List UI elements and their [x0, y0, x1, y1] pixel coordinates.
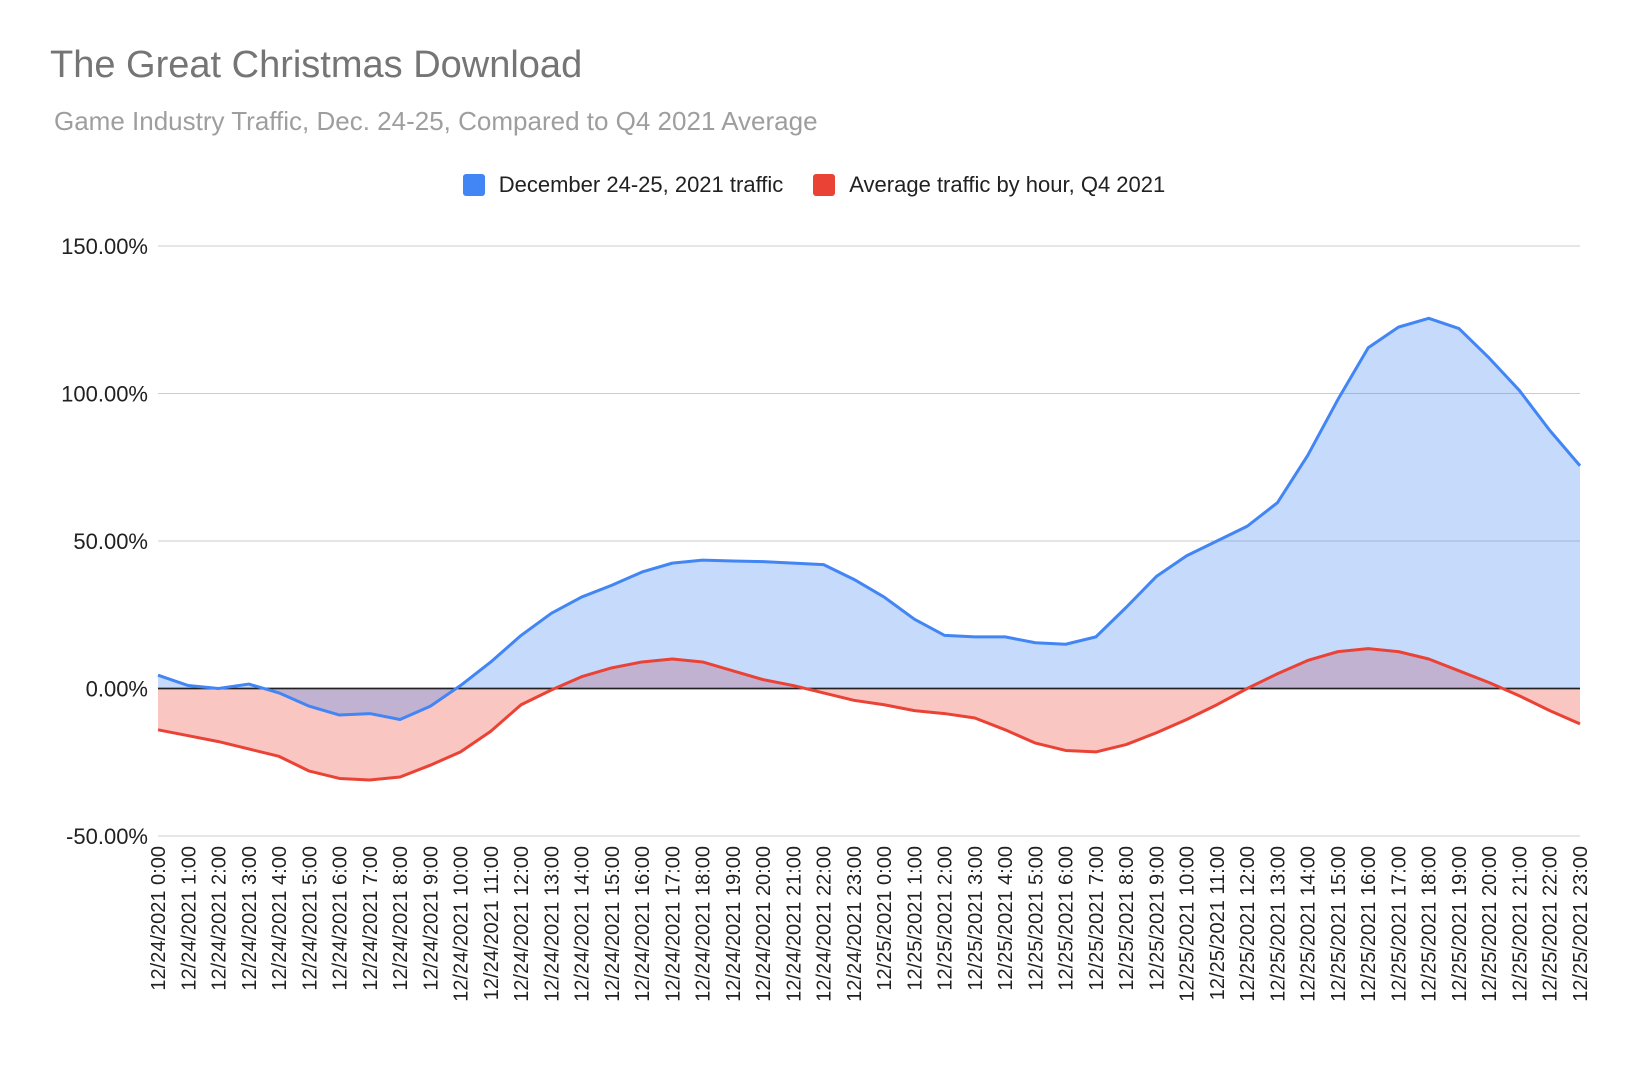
x-tick-label: 12/24/2021 6:00	[330, 846, 352, 991]
x-tick-label: 12/25/2021 11:00	[1207, 846, 1229, 1000]
x-tick-label: 12/25/2021 3:00	[965, 846, 987, 991]
line-series-1	[157, 316, 1582, 721]
x-tick-label: 12/24/2021 9:00	[420, 846, 442, 991]
x-tick-label: 12/24/2021 22:00	[814, 846, 836, 1002]
y-tick-label: 50.00%	[73, 529, 148, 554]
legend-swatch-series-1	[462, 174, 485, 196]
x-tick-label: 12/25/2021 0:00	[874, 846, 896, 991]
x-tick-label: 12/24/2021 13:00	[541, 846, 563, 1002]
x-tick-label: 12/25/2021 2:00	[935, 846, 957, 991]
y-tick-label: -50.00%	[66, 824, 148, 849]
area-series-1	[158, 318, 1580, 720]
legend-label-series-1: December 24-25, 2021 traffic	[498, 172, 784, 197]
x-tick-label: 12/24/2021 20:00	[753, 846, 775, 1002]
x-tick-label: 12/24/2021 8:00	[390, 846, 412, 991]
line-series-2	[157, 647, 1581, 782]
area-series-2	[158, 648, 1580, 780]
x-tick-label: 12/25/2021 15:00	[1328, 846, 1350, 1002]
x-tick-label: 12/24/2021 12:00	[511, 846, 533, 1002]
x-tick-label: 12/25/2021 23:00	[1570, 846, 1592, 1002]
x-tick-label: 12/24/2021 11:00	[481, 846, 503, 1000]
x-tick-label: 12/24/2021 1:00	[178, 846, 200, 991]
x-tick-label: 12/25/2021 9:00	[1146, 846, 1168, 991]
x-tick-label: 12/24/2021 0:00	[148, 846, 170, 991]
x-tick-label: 12/25/2021 7:00	[1086, 846, 1108, 991]
x-tick-label: 12/25/2021 8:00	[1116, 846, 1138, 991]
x-tick-label: 12/25/2021 14:00	[1298, 846, 1320, 1002]
x-tick-label: 12/25/2021 12:00	[1237, 846, 1259, 1002]
legend: December 24-25, 2021 traffic Average tra…	[0, 172, 1628, 198]
y-tick-label: 0.00%	[86, 677, 148, 702]
x-tick-label: 12/24/2021 23:00	[844, 846, 866, 1002]
x-tick-label: 12/24/2021 10:00	[451, 846, 473, 1002]
x-tick-label: 12/24/2021 19:00	[723, 846, 745, 1002]
x-tick-label: 12/24/2021 7:00	[360, 846, 382, 991]
x-tick-label: 12/25/2021 1:00	[904, 846, 926, 991]
x-tick-label: 12/24/2021 15:00	[602, 846, 624, 1002]
x-tick-label: 12/24/2021 5:00	[299, 846, 321, 991]
x-tick-label: 12/25/2021 20:00	[1479, 846, 1501, 1002]
x-tick-label: 12/24/2021 3:00	[239, 846, 261, 991]
x-tick-label: 12/25/2021 22:00	[1540, 846, 1562, 1002]
legend-swatch-series-2	[813, 174, 836, 196]
x-tick-label: 12/24/2021 2:00	[209, 846, 231, 991]
x-tick-label: 12/25/2021 5:00	[1025, 846, 1047, 991]
y-tick-label: 100.00%	[61, 382, 148, 407]
x-tick-label: 12/24/2021 21:00	[783, 846, 805, 1002]
x-tick-label: 12/24/2021 14:00	[572, 846, 594, 1002]
x-tick-label: 12/25/2021 19:00	[1449, 846, 1471, 1002]
x-tick-label: 12/24/2021 18:00	[693, 846, 715, 1002]
x-tick-label: 12/25/2021 10:00	[1177, 846, 1199, 1002]
legend-label-series-2: Average traffic by hour, Q4 2021	[849, 172, 1166, 197]
legend-item-series-2[interactable]: Average traffic by hour, Q4 2021	[813, 172, 1165, 198]
x-tick-label: 12/24/2021 17:00	[662, 846, 684, 1002]
y-tick-label: 150.00%	[61, 234, 148, 259]
x-tick-label: 12/24/2021 16:00	[632, 846, 654, 1002]
x-tick-label: 12/25/2021 6:00	[1056, 846, 1078, 991]
x-tick-label: 12/25/2021 16:00	[1358, 846, 1380, 1002]
chart-title: The Great Christmas Download	[50, 44, 583, 86]
x-tick-label: 12/25/2021 4:00	[995, 846, 1017, 991]
x-tick-label: 12/24/2021 4:00	[269, 846, 291, 991]
x-tick-label: 12/25/2021 18:00	[1419, 846, 1441, 1002]
chart-subtitle: Game Industry Traffic, Dec. 24-25, Compa…	[54, 106, 818, 136]
x-tick-label: 12/25/2021 17:00	[1388, 846, 1410, 1002]
x-tick-label: 12/25/2021 13:00	[1267, 846, 1289, 1002]
legend-item-series-1[interactable]: December 24-25, 2021 traffic	[462, 172, 784, 198]
x-tick-label: 12/25/2021 21:00	[1509, 846, 1531, 1002]
